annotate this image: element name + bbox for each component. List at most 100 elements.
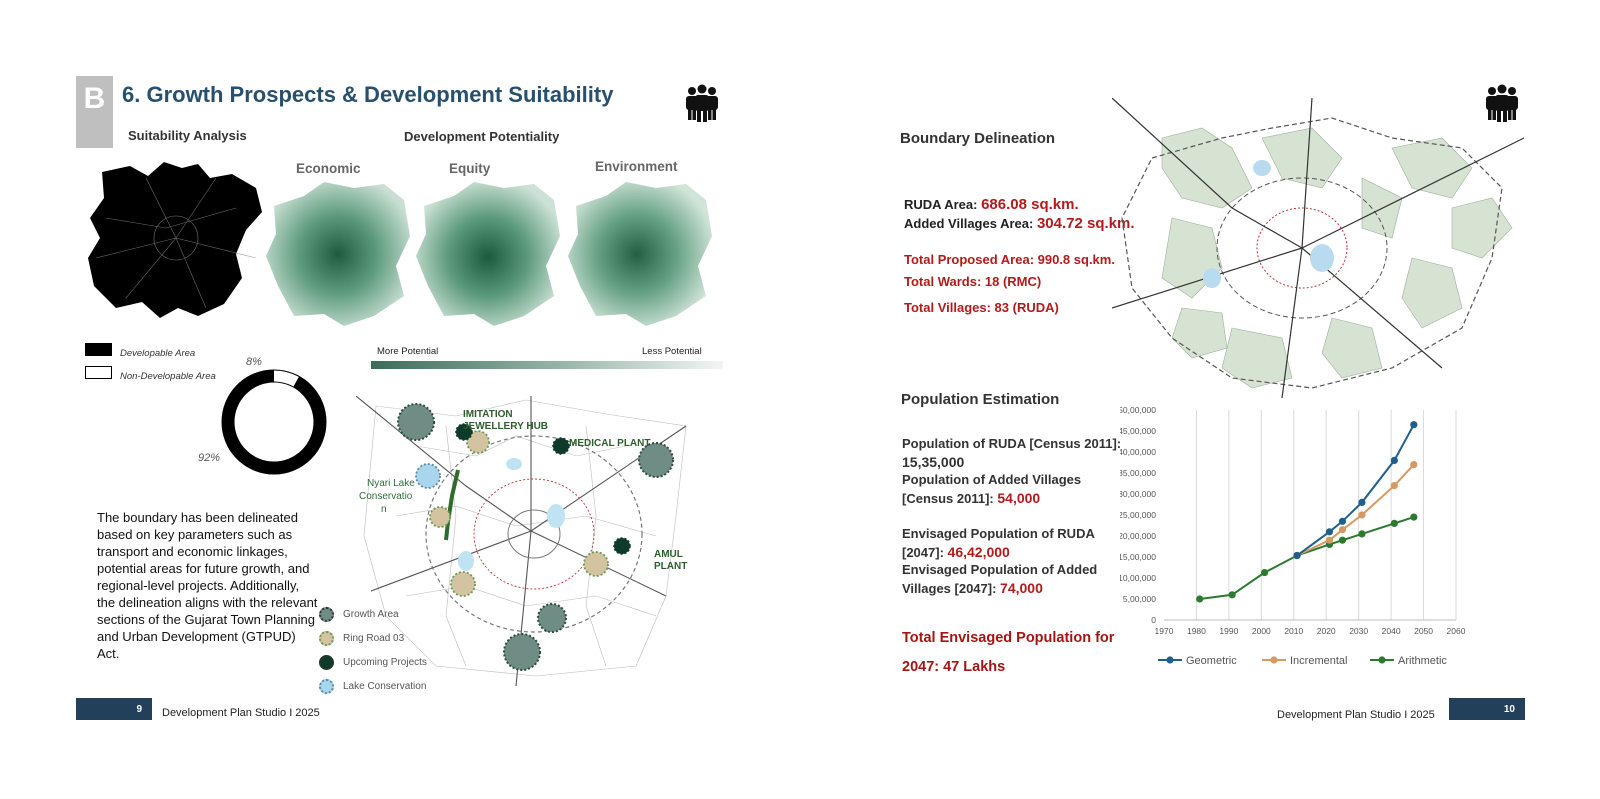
- footer-left: Development Plan Studio I 2025: [162, 707, 320, 719]
- total-area: Total Proposed Area: 990.8 sq.km.: [904, 252, 1115, 267]
- footer-right: Development Plan Studio I 2025: [1277, 709, 1435, 721]
- pop-added-label: Population of Added Villages: [902, 472, 1082, 487]
- total-villages: Total Villages: 83 (RUDA): [904, 300, 1059, 315]
- legend-upcoming-projects: Upcoming Projects: [343, 657, 427, 668]
- pop-ruda-label: Population of RUDA [Census 2011]:: [902, 436, 1122, 451]
- x-tick-label: 2010: [1284, 626, 1303, 636]
- economic-map: [266, 182, 410, 326]
- population-heading: Population Estimation: [901, 391, 1060, 408]
- boundary-heading: Boundary Delineation: [900, 130, 1056, 147]
- pop-added-census: [Census 2011]:: [902, 491, 998, 506]
- ring-road-swatch: [319, 631, 334, 646]
- developable-swatch: [85, 343, 112, 356]
- more-potential-label: More Potential: [377, 346, 439, 357]
- map-label-jewellery: JEWELLERY HUB: [463, 421, 549, 432]
- env-ruda-label: Envisaged Population of RUDA: [902, 526, 1095, 541]
- growth-prospects-map: [356, 396, 687, 686]
- map-label-amul-1: AMUL: [654, 549, 683, 560]
- data-point-arithmetic: [1338, 536, 1347, 544]
- x-tick-label: 1980: [1187, 626, 1206, 636]
- added-area-label: Added Villages Area:: [904, 216, 1037, 231]
- ruda-area-value: 686.08 sq.km.: [981, 196, 1079, 213]
- data-point-incremental: [1358, 511, 1366, 519]
- y-tick-label: 10,00,000: [1120, 573, 1156, 583]
- y-tick-label: 40,00,000: [1120, 447, 1156, 457]
- y-tick-label: 0: [1151, 615, 1156, 625]
- suitability-map: [88, 162, 262, 318]
- legend-marker: [1166, 656, 1174, 664]
- data-point-arithmetic: [1410, 513, 1418, 521]
- potentiality-label: Development Potentiality: [404, 129, 560, 144]
- x-tick-label: 1990: [1219, 626, 1238, 636]
- y-tick-label: 35,00,000: [1120, 468, 1156, 478]
- x-tick-label: 1970: [1155, 626, 1174, 636]
- equity-map: [416, 182, 560, 326]
- category-equity: Equity: [449, 161, 491, 176]
- map-label-medical: MEDICAL PLANT: [569, 438, 651, 449]
- y-tick-label: 25,00,000: [1120, 510, 1156, 520]
- data-point-geometric: [1293, 551, 1301, 560]
- y-tick-label: 50,00,000: [1120, 405, 1156, 415]
- pop-ruda-value: 15,35,000: [902, 454, 965, 470]
- y-tick-label: 5,00,000: [1123, 594, 1156, 604]
- category-environment: Environment: [595, 159, 678, 174]
- env-added-value: 74,000: [1000, 580, 1043, 596]
- legend-label-incremental: Incremental: [1290, 655, 1347, 667]
- data-point-geometric: [1325, 528, 1334, 536]
- data-point-arithmetic: [1196, 595, 1204, 603]
- donut-label-non: 8%: [246, 356, 262, 368]
- donut-label-developable: 92%: [198, 452, 221, 464]
- data-point-incremental: [1410, 461, 1418, 469]
- legend-label-geometric: Geometric: [1186, 655, 1237, 667]
- ruda-area: RUDA Area: 686.08 sq.km.: [904, 196, 1079, 213]
- env-ruda-line: [2047]: 46,42,000: [902, 543, 1010, 562]
- legend-lake-conservation: Lake Conservation: [343, 681, 427, 692]
- x-tick-label: 2060: [1447, 626, 1466, 636]
- env-ruda-year: [2047]:: [902, 545, 948, 560]
- page-number-right: 10: [1449, 698, 1525, 720]
- legend-growth-area: Growth Area: [343, 609, 399, 620]
- total-wards: Total Wards: 18 (RMC): [904, 274, 1042, 289]
- ruda-area-label: RUDA Area:: [904, 197, 982, 212]
- lake-conservation-swatch: [319, 679, 334, 694]
- right-page: Boundary Delineation RUDA Area: 686.08 s…: [800, 0, 1600, 799]
- less-potential-label: Less Potential: [642, 346, 702, 357]
- suitability-label: Suitability Analysis: [128, 128, 247, 143]
- x-tick-label: 2020: [1317, 626, 1336, 636]
- map-label-amul-2: PLANT: [654, 561, 688, 572]
- page-title: 6. Growth Prospects & Development Suitab…: [122, 82, 614, 107]
- series-line-geometric: [1296, 424, 1415, 557]
- env-added-line: Villages [2047]: 74,000: [902, 579, 1043, 598]
- non-developable-swatch: [85, 366, 112, 379]
- data-point-geometric: [1338, 517, 1347, 525]
- people-icon: [1486, 84, 1518, 122]
- env-ruda-value: 46,42,000: [947, 544, 1010, 560]
- legend-ring-road: Ring Road 03: [343, 633, 405, 644]
- data-point-geometric: [1410, 421, 1418, 429]
- category-economic: Economic: [296, 161, 361, 176]
- people-icon: [686, 84, 718, 122]
- description-paragraph: The boundary has been delineated based o…: [97, 510, 318, 661]
- x-tick-label: 2000: [1252, 626, 1271, 636]
- x-tick-label: 2040: [1382, 626, 1401, 636]
- y-tick-label: 30,00,000: [1120, 489, 1156, 499]
- data-point-incremental: [1390, 482, 1398, 490]
- left-page: B 6. Growth Prospects & Development Suit…: [76, 76, 723, 720]
- data-point-arithmetic: [1228, 591, 1236, 599]
- developable-label: Developable Area: [120, 348, 196, 359]
- environment-map: [568, 182, 712, 326]
- non-developable-label: Non-Developable Area: [120, 371, 216, 382]
- data-point-incremental: [1338, 526, 1347, 534]
- x-tick-label: 2050: [1414, 626, 1433, 636]
- upcoming-projects-swatch: [319, 655, 334, 670]
- added-villages-area: Added Villages Area: 304.72 sq.km.: [904, 215, 1135, 232]
- map-label-nyari-1: Nyari Lake: [367, 478, 415, 489]
- y-tick-label: 15,00,000: [1120, 552, 1156, 562]
- legend-label-arithmetic: Arithmetic: [1398, 655, 1447, 667]
- boundary-map: [1112, 98, 1524, 398]
- data-point-geometric: [1390, 456, 1398, 464]
- map-label-imitation: IMITATION: [463, 409, 513, 420]
- potential-gradient-bar: [371, 361, 723, 369]
- page-number-left: 9: [76, 698, 152, 720]
- developable-donut: [221, 369, 327, 475]
